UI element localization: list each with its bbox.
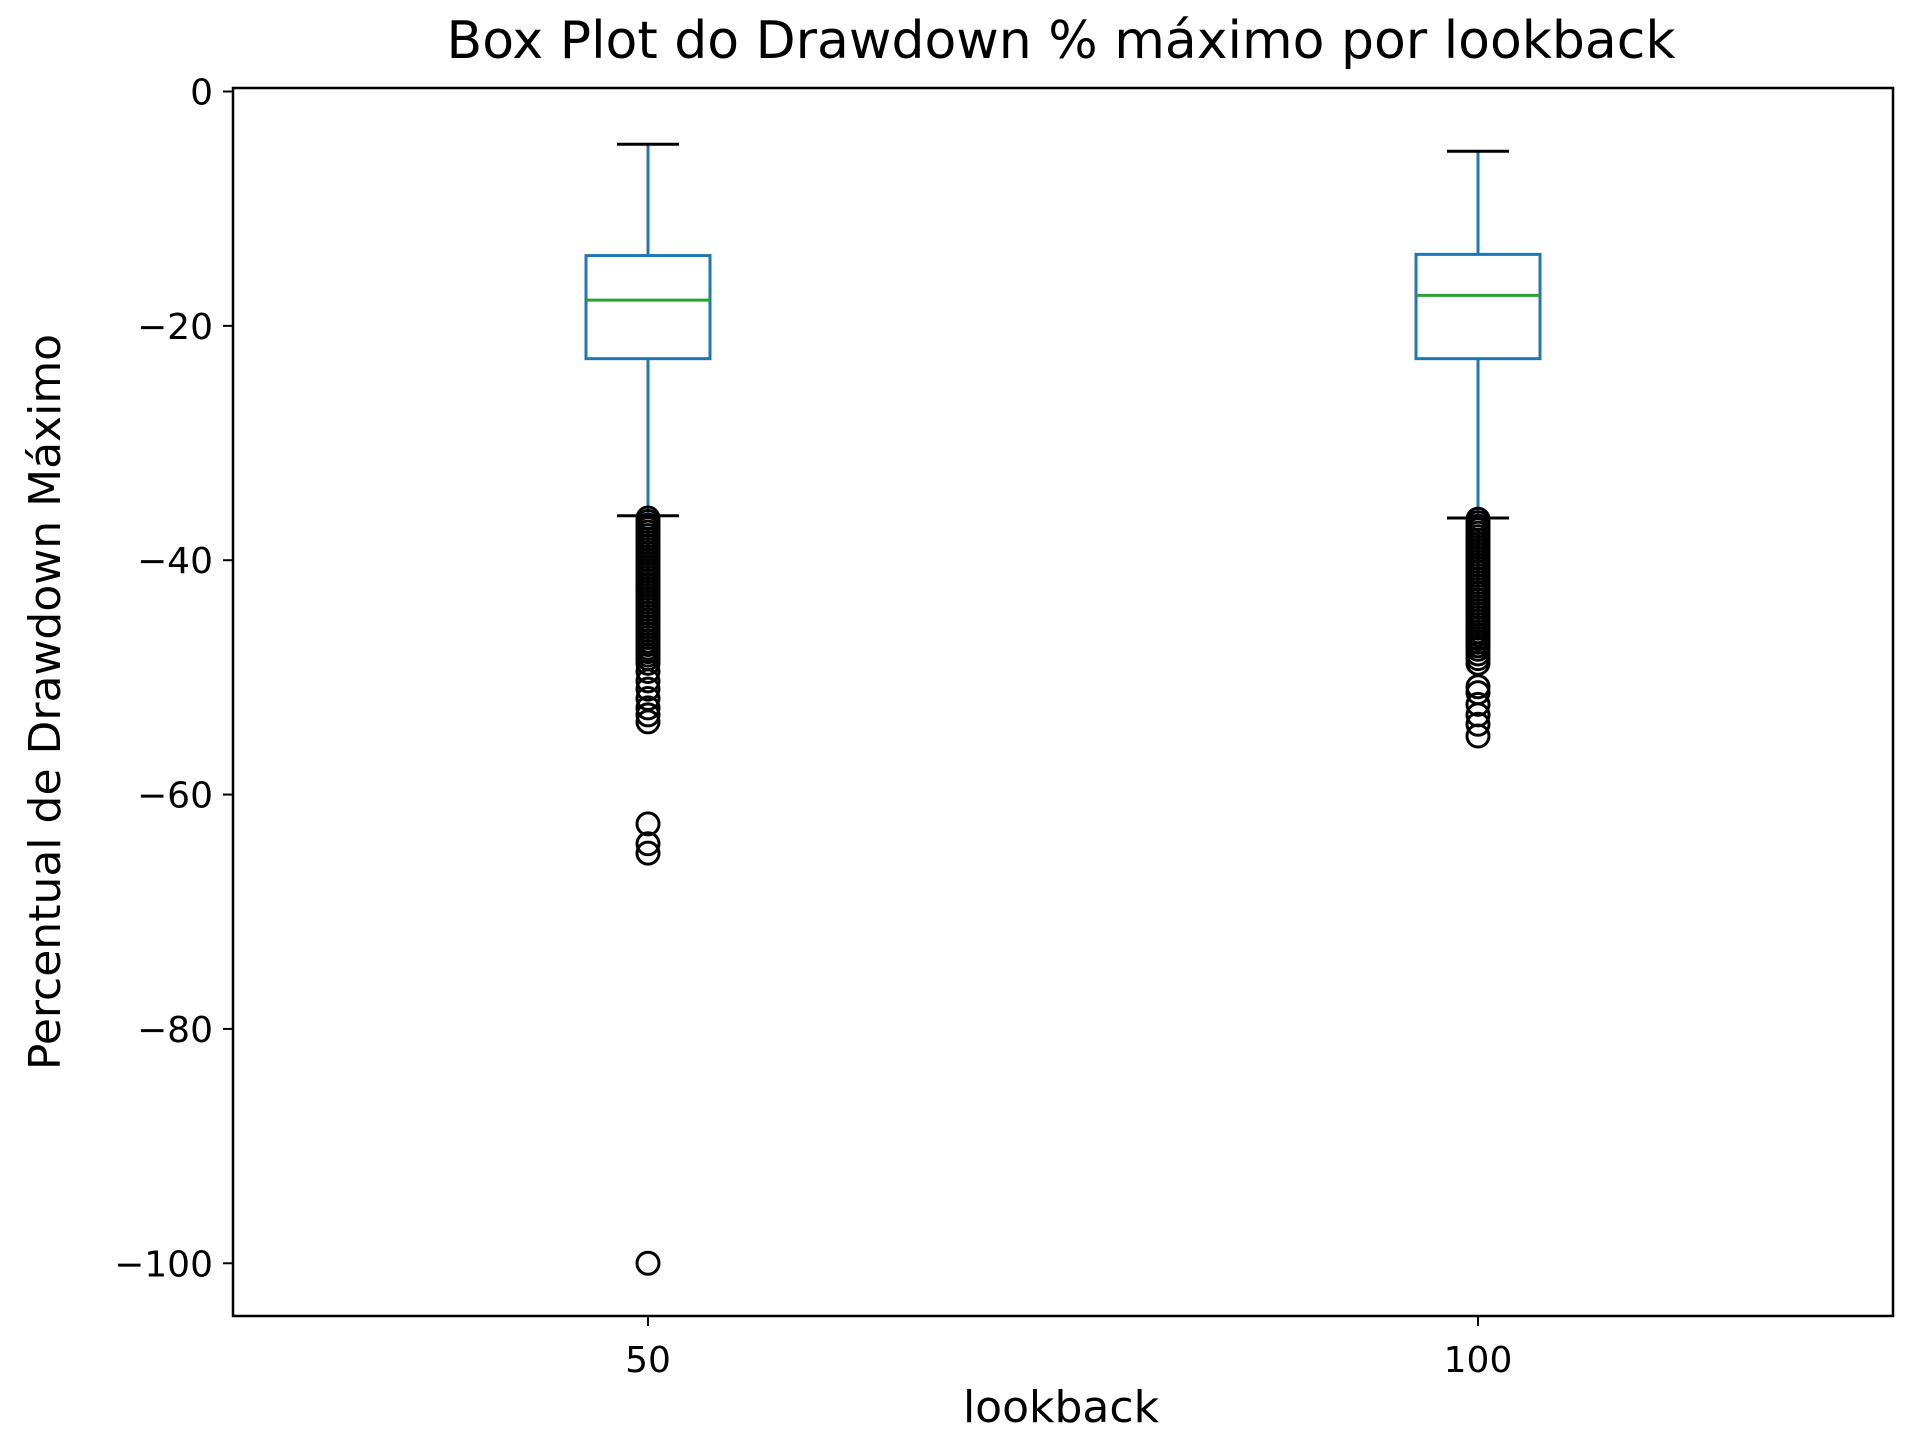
x-tick-label: 100 [1444, 1340, 1513, 1381]
outlier-point [635, 676, 661, 702]
box-iqr [584, 254, 712, 361]
outlier-point [635, 659, 661, 685]
chart-title: Box Plot do Drawdown % máximo por lookba… [447, 11, 1676, 71]
y-tick-label: −100 [114, 1244, 213, 1285]
y-axis-label: Percentual de Drawdown Máximo [20, 334, 71, 1070]
y-tick-label: −20 [137, 307, 213, 348]
outlier-point [635, 695, 661, 721]
x-tick-label: 50 [625, 1340, 671, 1381]
outlier-point [635, 702, 661, 728]
outlier-point [1465, 711, 1491, 737]
outlier-point [635, 668, 661, 694]
outlier-point [635, 1250, 661, 1276]
outlier-point [635, 709, 661, 735]
plot-area: 0 −20 −40 −60 −80 −100 50 100 [114, 73, 1895, 1381]
plot-frame [231, 86, 1895, 1318]
outlier-point [635, 650, 661, 676]
outlier-point [635, 811, 661, 837]
y-tick-label: −80 [137, 1010, 213, 1051]
outlier-point [635, 831, 661, 857]
outlier-point [1465, 691, 1491, 717]
box-group-100 [1414, 149, 1542, 749]
y-tick-label: −60 [137, 776, 213, 817]
y-tick-label: 0 [190, 73, 213, 114]
y-tick-label: −40 [137, 541, 213, 582]
box-iqr [1414, 252, 1542, 361]
x-axis-label: lookback [963, 1382, 1160, 1433]
box-group-50 [584, 142, 712, 1276]
outlier-point [1465, 723, 1491, 749]
outlier-point [635, 840, 661, 866]
